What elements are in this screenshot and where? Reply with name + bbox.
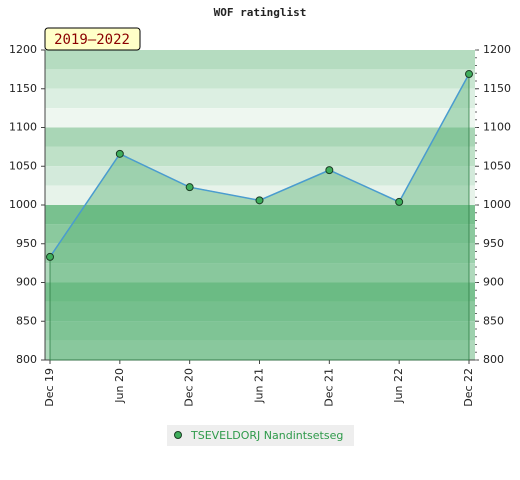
x-tick-label: Jun 21 <box>253 368 266 404</box>
background-band <box>45 185 475 205</box>
background-band <box>45 243 475 264</box>
chart-title: WOF ratinglist <box>214 6 307 19</box>
x-tick-label: Dec 20 <box>183 368 196 407</box>
background-band <box>45 282 475 302</box>
y-tick-label: 1100 <box>9 121 37 134</box>
y2-tick-label: 900 <box>483 276 504 289</box>
x-tick-label: Dec 21 <box>322 368 335 407</box>
legend-marker <box>174 431 182 439</box>
y2-tick-label: 1050 <box>483 159 511 172</box>
legend <box>167 425 354 446</box>
y2-tick-label: 1000 <box>483 198 511 211</box>
y2-tick-label: 1150 <box>483 82 511 95</box>
x-tick-label: Dec 22 <box>462 368 475 407</box>
marker <box>115 149 124 158</box>
background-band <box>45 224 475 244</box>
background-band <box>45 146 475 167</box>
background-band <box>45 69 475 89</box>
y2-tick-label: 1100 <box>483 121 511 134</box>
y-tick-label: 850 <box>16 314 37 327</box>
y2-tick-label: 800 <box>483 353 504 366</box>
marker <box>255 196 264 205</box>
plot-area <box>45 50 475 360</box>
y-tick-label: 950 <box>16 237 37 250</box>
marker <box>395 197 404 206</box>
background-band <box>45 50 475 70</box>
x-tick-label: Dec 19 <box>43 368 56 407</box>
y-tick-label: 800 <box>16 353 37 366</box>
y-tick-label: 1050 <box>9 159 37 172</box>
background-band <box>45 88 475 109</box>
background-band <box>45 108 475 128</box>
background-band <box>45 321 475 341</box>
background-band <box>45 166 475 186</box>
x-tick-label: Jun 22 <box>392 368 405 404</box>
y-tick-label: 1000 <box>9 198 37 211</box>
y2-tick-label: 1200 <box>483 43 511 56</box>
y-tick-label: 1150 <box>9 82 37 95</box>
marker <box>46 252 54 261</box>
y-tick-label: 1200 <box>9 43 37 56</box>
y2-tick-label: 850 <box>483 314 504 327</box>
x-tick-label: Jun 20 <box>113 368 126 404</box>
y-tick-label: 900 <box>16 276 37 289</box>
marker <box>325 166 334 175</box>
background-band <box>45 205 475 225</box>
y2-tick-label: 950 <box>483 237 504 250</box>
marker <box>465 70 473 79</box>
legend-label: TSEVELDORJ Nandintsetseg <box>190 429 343 442</box>
background-band <box>45 127 475 147</box>
background-band <box>45 340 475 360</box>
annotation-box <box>44 27 141 51</box>
background-band <box>45 301 475 322</box>
marker <box>185 183 194 192</box>
annotation: 2019–2022 <box>54 32 130 48</box>
background-band <box>45 263 475 283</box>
